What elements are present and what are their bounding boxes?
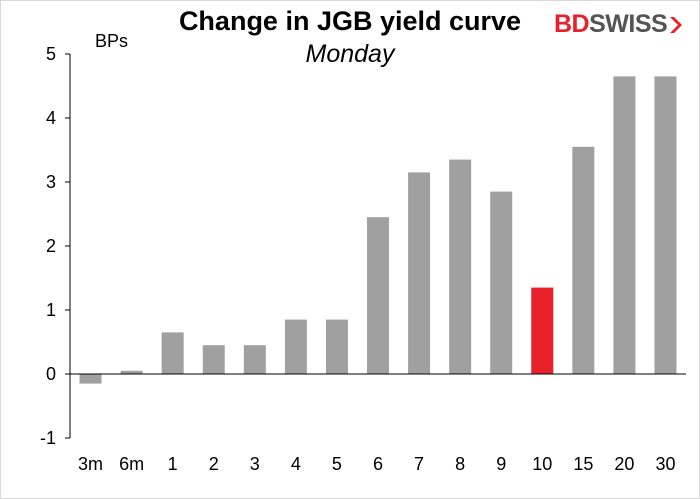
brand-chevron-icon bbox=[670, 16, 683, 33]
bar bbox=[243, 345, 266, 374]
bar bbox=[79, 374, 102, 384]
bar bbox=[449, 159, 472, 374]
y-tick-label: 0 bbox=[46, 364, 56, 384]
x-tick-label: 6 bbox=[373, 454, 383, 474]
y-tick-label: -1 bbox=[40, 428, 56, 448]
x-tick-label: 8 bbox=[455, 454, 465, 474]
bar bbox=[408, 172, 431, 374]
bar bbox=[490, 191, 513, 374]
x-tick-label: 1 bbox=[168, 454, 178, 474]
bar bbox=[367, 217, 389, 374]
bar bbox=[531, 287, 554, 374]
bar bbox=[654, 76, 677, 375]
bar bbox=[161, 332, 184, 374]
y-tick-label: 4 bbox=[46, 108, 56, 128]
brand-name-part1: BD bbox=[554, 10, 590, 38]
chart-subtitle: Monday bbox=[305, 40, 395, 68]
bar bbox=[202, 345, 225, 374]
x-tick-label: 15 bbox=[573, 454, 593, 474]
x-tick-label: 10 bbox=[532, 454, 552, 474]
bar bbox=[613, 76, 636, 375]
y-tick-label: 3 bbox=[46, 172, 56, 192]
x-tick-label: 7 bbox=[414, 454, 424, 474]
brand-name-part2: SWISS bbox=[589, 10, 668, 38]
x-tick-label: 4 bbox=[291, 454, 301, 474]
x-tick-label: 6m bbox=[119, 454, 144, 474]
x-tick-label: 3 bbox=[250, 454, 260, 474]
x-tick-label: 5 bbox=[332, 454, 342, 474]
y-tick-label: 5 bbox=[46, 44, 56, 64]
chart-title: Change in JGB yield curve bbox=[178, 6, 522, 36]
bar bbox=[572, 146, 595, 374]
x-tick-label: 30 bbox=[655, 454, 675, 474]
x-tick-label: 20 bbox=[614, 454, 634, 474]
bar bbox=[120, 370, 143, 374]
y-tick-label: 2 bbox=[46, 236, 56, 256]
y-unit-label: BPs bbox=[95, 31, 129, 51]
x-tick-label: 2 bbox=[209, 454, 219, 474]
y-tick-label: 1 bbox=[46, 300, 56, 320]
bar bbox=[284, 319, 307, 374]
x-tick-label: 3m bbox=[78, 454, 103, 474]
brand-logo: BD SWISS bbox=[554, 10, 685, 39]
x-tick-label: 9 bbox=[496, 454, 506, 474]
bar bbox=[325, 319, 348, 374]
